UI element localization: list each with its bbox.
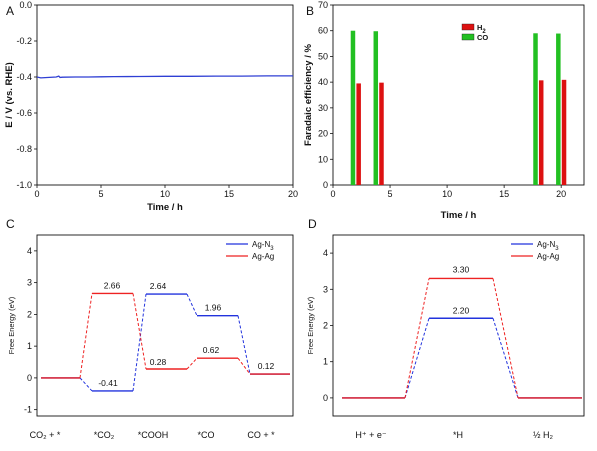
- d-data-label: 3.30: [453, 264, 470, 274]
- b-ytick-label: 70: [318, 0, 328, 10]
- d-data-label: 2.20: [453, 305, 470, 315]
- b-bar-h2: [538, 80, 544, 185]
- b-ytick-label: 0: [323, 180, 328, 190]
- c-data-label: 2.66: [104, 280, 121, 290]
- b-ytick-label: 10: [318, 154, 328, 164]
- b-xtick-label: 20: [556, 189, 566, 199]
- b-legend-swatch: [461, 23, 475, 31]
- b-ytick-label: 60: [318, 26, 328, 36]
- c-connector-agag: [79, 293, 93, 378]
- d-connector-agag: [492, 278, 519, 399]
- c-category-label: CO + *: [247, 430, 275, 440]
- a-ytick-label: 0.0: [19, 0, 32, 10]
- c-ytick-label: 0: [27, 373, 32, 383]
- d-category-label: H⁺ + e⁻: [355, 430, 387, 440]
- c-connector-agag: [132, 293, 147, 370]
- c-legend-label: Ag-Ag: [252, 252, 274, 261]
- b-x-axis-label: Time / h: [441, 210, 477, 221]
- c-legend-label: Ag-N3: [252, 240, 274, 252]
- a-potential-line: [36, 75, 293, 79]
- b-bar-co: [373, 31, 379, 185]
- b-xtick-label: 10: [442, 189, 452, 199]
- c-category-label: *CO₂: [94, 430, 115, 440]
- a-ytick-label: -1.0: [16, 180, 32, 190]
- c-y-axis-label: Free Energy (eV): [7, 296, 16, 354]
- b-legend-label: H2: [477, 23, 486, 35]
- b-bar-co: [556, 33, 561, 185]
- c-connector-agn3: [237, 315, 251, 375]
- panel-label-b: B: [306, 4, 314, 18]
- panel-label-d: D: [308, 217, 317, 231]
- b-bar-h2: [356, 83, 361, 185]
- d-ytick-label: 1: [323, 357, 328, 367]
- a-x-axis-label: Time / h: [147, 202, 183, 213]
- b-ytick-label: 50: [318, 51, 328, 61]
- b-ytick-label: 30: [318, 103, 328, 113]
- c-ytick-label: 3: [27, 278, 32, 288]
- c-data-label: 1.96: [205, 303, 222, 313]
- b-xtick-label: 5: [388, 189, 393, 199]
- c-ytick-label: 4: [27, 246, 32, 256]
- plot-frame-d: [332, 234, 585, 417]
- b-xtick-label: 15: [499, 189, 509, 199]
- b-bar-h2: [561, 79, 567, 185]
- panel-label-c: C: [6, 217, 15, 231]
- b-xtick-label: 0: [330, 189, 335, 199]
- c-data-label: 0.28: [150, 357, 167, 367]
- c-ytick-label: 1: [27, 341, 32, 351]
- d-legend-label: Ag-Ag: [537, 252, 559, 261]
- c-category-label: CO₂ + *: [30, 430, 61, 440]
- a-xtick-label: 5: [98, 189, 103, 199]
- d-connector-agag: [404, 278, 430, 398]
- d-category-label: ½ H₂: [533, 430, 554, 440]
- c-data-label: 2.64: [150, 281, 167, 291]
- a-ytick-label: -0.2: [16, 36, 32, 46]
- d-legend-label: Ag-N3: [537, 240, 559, 252]
- a-ytick-label: -0.4: [16, 72, 32, 82]
- c-connector-agag: [186, 357, 198, 370]
- c-category-label: *CO: [197, 430, 214, 440]
- c-connector-agn3: [186, 293, 198, 316]
- d-connector-agn3: [492, 318, 519, 399]
- a-y-axis-label: E / V (vs. RHE): [4, 62, 15, 127]
- plot-frame-c: [36, 234, 294, 417]
- b-y-axis-label: Faradaic efficiency / %: [303, 44, 314, 146]
- plot-frame-a: [36, 4, 294, 186]
- plot-frame-b: [332, 4, 585, 186]
- a-xtick-label: 10: [160, 189, 170, 199]
- c-category-label: *COOH: [138, 430, 169, 440]
- d-ytick-label: 4: [323, 248, 328, 258]
- panel-label-a: A: [6, 4, 14, 18]
- c-data-label: 0.12: [258, 361, 275, 371]
- c-ytick-label: -1: [24, 405, 32, 415]
- b-ytick-label: 20: [318, 129, 328, 139]
- b-legend-swatch: [461, 33, 475, 41]
- b-legend-label: CO: [477, 33, 488, 42]
- c-ytick-label: 2: [27, 309, 32, 319]
- d-connector-agn3: [404, 318, 430, 399]
- c-data-label: 0.62: [203, 345, 220, 355]
- b-bar-co: [350, 30, 356, 186]
- b-ytick-label: 40: [318, 77, 328, 87]
- d-ytick-label: 2: [323, 321, 328, 331]
- a-xtick-label: 20: [288, 189, 298, 199]
- c-data-label: -0.41: [98, 378, 118, 388]
- a-ytick-label: -0.8: [16, 144, 32, 154]
- d-y-axis-label: Free Energy (eV): [306, 296, 315, 354]
- c-connector-agn3: [79, 377, 93, 392]
- b-bar-h2: [379, 82, 384, 185]
- b-bar-co: [533, 33, 538, 186]
- a-xtick-label: 0: [34, 189, 39, 199]
- c-connector-agag: [237, 357, 251, 375]
- a-xtick-label: 15: [224, 189, 234, 199]
- d-ytick-label: 3: [323, 284, 328, 294]
- d-category-label: *H: [453, 430, 463, 440]
- a-ytick-label: -0.6: [16, 108, 32, 118]
- c-connector-agn3: [132, 293, 147, 391]
- d-ytick-label: 0: [323, 393, 328, 403]
